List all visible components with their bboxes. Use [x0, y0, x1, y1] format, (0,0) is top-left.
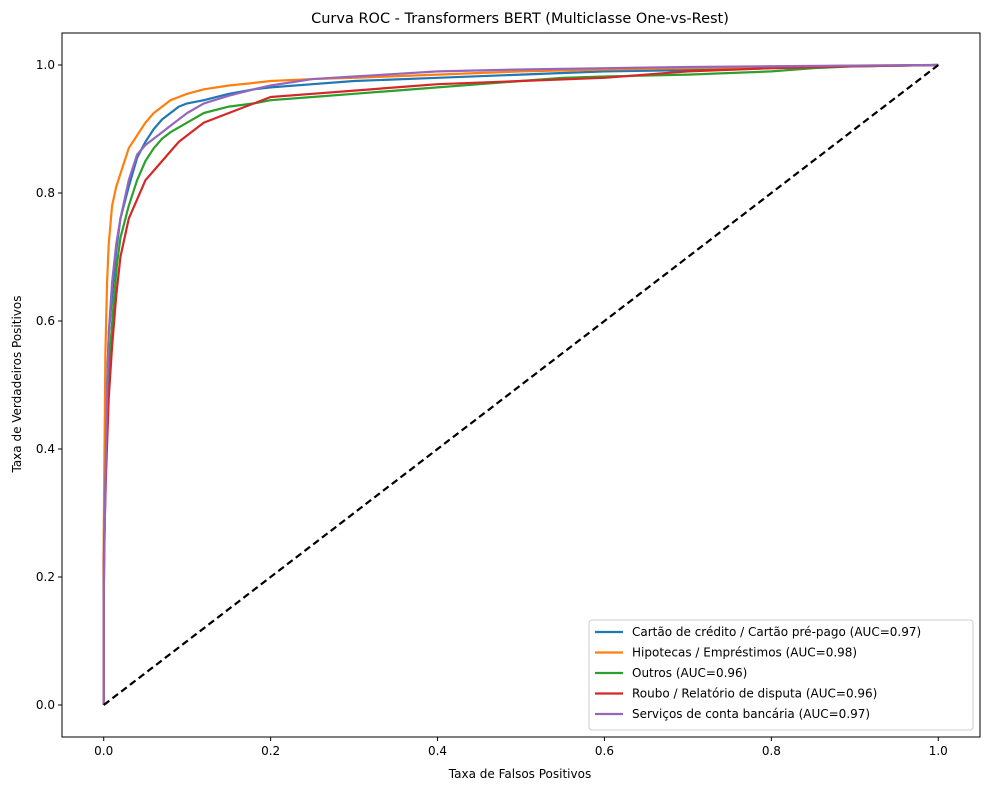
x-tick-label: 0.2 — [261, 744, 280, 758]
x-tick-label: 1.0 — [929, 744, 948, 758]
x-tick-label: 0.0 — [94, 744, 113, 758]
y-tick-label: 0.6 — [36, 314, 55, 328]
series-line-2 — [102, 63, 939, 705]
legend-label: Hipotecas / Empréstimos (AUC=0.98) — [632, 646, 857, 660]
y-tick-label: 0.4 — [36, 442, 55, 456]
axis-ticks: 0.0 0.2 0.4 0.6 0.8 1.0 0.0 0.2 0.4 0.6 0.8 1.0 — [36, 58, 948, 758]
x-tick-label: 0.4 — [428, 744, 447, 758]
series-line-4 — [102, 63, 939, 705]
legend: Cartão de crédito / Cartão pré-pago (AUC… — [588, 619, 974, 731]
x-tick-label: 0.8 — [762, 744, 781, 758]
legend-label: Outros (AUC=0.96) — [632, 666, 747, 680]
x-tick-label: 0.6 — [595, 744, 614, 758]
legend-label: Cartão de crédito / Cartão pré-pago (AUC… — [632, 625, 921, 639]
x-axis-title: Taxa de Falsos Positivos — [448, 767, 591, 781]
series-line-1 — [102, 63, 939, 705]
chart-title: Curva ROC - Transformers BERT (Multiclas… — [311, 11, 729, 27]
plot-area — [102, 63, 939, 706]
series-line-3 — [102, 63, 939, 705]
plot-frame — [61, 32, 981, 738]
y-axis-title: Taxa de Verdadeiros Positivos — [10, 295, 24, 473]
y-tick-label: 0.2 — [36, 570, 55, 584]
y-tick-label: 1.0 — [36, 58, 55, 72]
legend-label: Roubo / Relatório de disputa (AUC=0.96) — [632, 687, 877, 701]
legend-label: Serviços de conta bancária (AUC=0.97) — [632, 707, 870, 721]
legend-box — [588, 619, 974, 731]
y-tick-label: 0.0 — [36, 698, 55, 712]
y-tick-label: 0.8 — [36, 186, 55, 200]
